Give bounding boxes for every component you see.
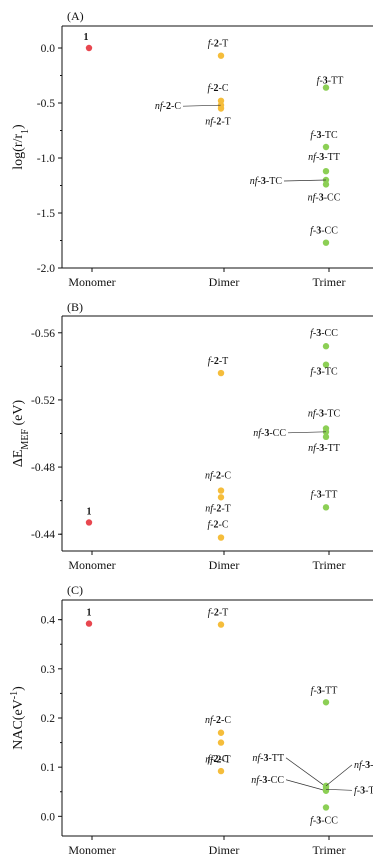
point-label: f-2-T: [208, 39, 229, 50]
data-point: [217, 739, 225, 746]
label-leader-line: [285, 757, 327, 788]
point-label: nf-3-CC: [253, 428, 286, 439]
y-tick-label: -0.48: [31, 462, 55, 474]
point-label: f-3-TT: [317, 76, 344, 87]
data-point: [85, 620, 93, 627]
point-label: nf-3-TT: [252, 753, 284, 764]
point-label: nf-2-T: [205, 755, 231, 766]
data-point: [322, 433, 330, 441]
data-point: [217, 97, 225, 105]
data-point: [85, 44, 93, 52]
data-point: [322, 168, 330, 175]
point-label: nf-3-TT: [308, 443, 340, 454]
data-point: [217, 767, 225, 775]
point-label: nf-2-T: [205, 117, 231, 128]
y-tick-label: 0.4: [41, 615, 56, 627]
point-label: nf-3-CC: [308, 192, 341, 203]
point-label: nf-3-TT: [308, 152, 340, 163]
y-tick-label: -1.5: [37, 208, 55, 220]
data-point: [217, 534, 225, 541]
point-label: nf-2-C: [155, 101, 181, 112]
y-tick-label: -0.44: [31, 529, 55, 541]
x-tick-label: Dimer: [209, 843, 240, 857]
y-tick-label: 0.0: [41, 811, 56, 823]
label-leader-line: [325, 764, 353, 787]
chart-panel-b: (B) -0.56 -0.52 -0.48 -0.44 Monomer Dimer Trime…: [11, 300, 373, 572]
data-point: [217, 621, 225, 628]
x-tick-label: Trimer: [313, 558, 346, 572]
y-tick-label: 0.0: [41, 43, 56, 55]
point-label: nf-3-TC: [354, 760, 373, 771]
y-tick-label: -0.52: [31, 395, 55, 407]
point-label: f-2-C: [207, 754, 228, 765]
x-tick-label: Monomer: [68, 275, 115, 289]
label-leader-line: [182, 104, 222, 107]
x-tick-label: Trimer: [313, 275, 346, 289]
point-label: f-3-CC: [310, 815, 338, 826]
chart-panel-c: (C) 0.0 0.1 0.2 0.3 0.4 Monomer Dimer Trimer NAC(…: [9, 583, 373, 857]
point-label: f-2-C: [207, 83, 228, 94]
data-point: [322, 804, 330, 811]
data-point: [322, 181, 330, 188]
data-point: [322, 504, 330, 511]
x-tick-label: Trimer: [313, 843, 346, 857]
point-label: f-3-TC: [354, 785, 373, 796]
point-label: 1: [87, 608, 92, 619]
point-label: f-3-CC: [310, 328, 338, 339]
point-label: f-3-TT: [311, 489, 338, 500]
label-leader-line: [325, 788, 353, 791]
label-leader-line: [285, 779, 327, 792]
label-leader-line: [283, 179, 327, 182]
y-axis-title: log(r/r1): [11, 124, 31, 170]
point-label: f-2-T: [208, 356, 229, 367]
data-point: [322, 343, 330, 350]
panel-label: (C): [67, 583, 83, 597]
y-tick-label: -0.56: [31, 328, 55, 340]
data-point: [217, 487, 225, 494]
point-label: f-3-TT: [311, 685, 338, 696]
point-label: nf-2-C: [205, 715, 231, 726]
data-point: [322, 699, 330, 706]
point-label: f-2-C: [207, 520, 228, 531]
y-tick-label: -2.0: [37, 263, 55, 275]
point-label: f-3-TC: [310, 130, 338, 141]
data-point: [322, 84, 330, 91]
point-label: nf-2-T: [205, 503, 231, 514]
data-point: [322, 239, 330, 246]
point-label: f-3-CC: [310, 226, 338, 237]
label-leader-line: [287, 431, 327, 434]
x-tick-label: Dimer: [209, 558, 240, 572]
y-axis-title: ΔEMEF (eV): [11, 400, 31, 468]
chart-panel-a: (A) 0.0 -0.5 -1.0 -1.5 -2.0 Monomer Dimer Trimer…: [11, 9, 373, 289]
y-tick-label: -0.5: [37, 98, 55, 110]
data-point: [322, 361, 330, 368]
data-point: [217, 105, 225, 112]
data-point: [85, 519, 93, 526]
y-tick-label: 0.3: [41, 664, 56, 676]
point-label: nf-3-TC: [308, 408, 341, 419]
y-axis-title: NAC(eV-1): [9, 686, 27, 750]
panel-label: (A): [67, 9, 84, 23]
point-label: nf-3-TC: [250, 176, 283, 187]
x-tick-label: Monomer: [68, 843, 115, 857]
data-point: [217, 729, 225, 736]
point-label: nf-2-C: [205, 471, 231, 482]
y-tick-label: 0.1: [41, 762, 56, 774]
y-tick-label: -1.0: [37, 153, 55, 165]
x-tick-label: Monomer: [68, 558, 115, 572]
x-tick-label: Dimer: [209, 275, 240, 289]
data-point: [322, 143, 330, 151]
data-point: [217, 494, 225, 501]
data-point: [217, 369, 225, 377]
point-label: 1: [87, 506, 92, 517]
point-label: f-2-T: [208, 608, 229, 619]
data-point: [322, 428, 330, 436]
point-label: f-3-TC: [310, 367, 338, 378]
point-label: 1: [84, 32, 89, 43]
point-label: nf-3-CC: [251, 775, 284, 786]
y-tick-label: 0.2: [41, 713, 56, 725]
data-point: [217, 52, 225, 59]
panel-label: (B): [67, 300, 83, 314]
